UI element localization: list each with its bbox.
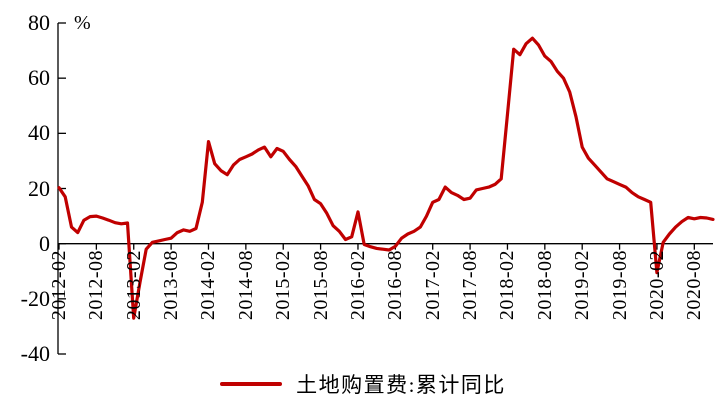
x-tick-label: 2014-08 (234, 250, 257, 321)
x-tick-label: 2016-02 (346, 250, 369, 321)
x-tick-label: 2012-02 (48, 250, 70, 321)
y-tick-label: -20 (20, 285, 50, 311)
legend-label: 土地购置费:累计同比 (296, 373, 506, 397)
y-tick-label: 0 (39, 230, 50, 256)
y-tick-label: -40 (20, 341, 50, 366)
y-tick-label: 40 (28, 120, 50, 146)
x-tick-label: 2015-08 (309, 250, 332, 321)
x-tick-label: 2012-08 (85, 250, 108, 321)
x-tick-label: 2020-08 (683, 250, 706, 321)
x-tick-label: 2019-08 (608, 250, 631, 321)
x-tick-label: 2013-02 (122, 250, 145, 321)
legend: 土地购置费:累计同比 (0, 369, 726, 399)
x-tick-label: 2019-02 (571, 250, 594, 321)
y-tick-label: 80 (28, 10, 50, 35)
x-tick-label: 2020-02 (645, 250, 668, 321)
x-tick-label: 2018-02 (496, 250, 519, 321)
series-line (57, 36, 715, 320)
data-series (57, 36, 715, 320)
legend-line-swatch (220, 382, 283, 386)
y-axis-unit-label: % (74, 12, 91, 34)
x-tick-label: 2017-08 (459, 250, 482, 321)
y-tick-label: 60 (28, 65, 50, 91)
x-tick-label: 2018-08 (533, 250, 556, 321)
x-tick-label: 2017-02 (421, 250, 444, 321)
y-tick-label: 20 (28, 175, 50, 201)
x-tick-label: 2016-08 (384, 250, 407, 321)
x-tick-label: 2014-02 (197, 250, 220, 321)
x-tick-label: 2015-02 (272, 250, 295, 321)
x-tick-label: 2013-08 (160, 250, 183, 321)
